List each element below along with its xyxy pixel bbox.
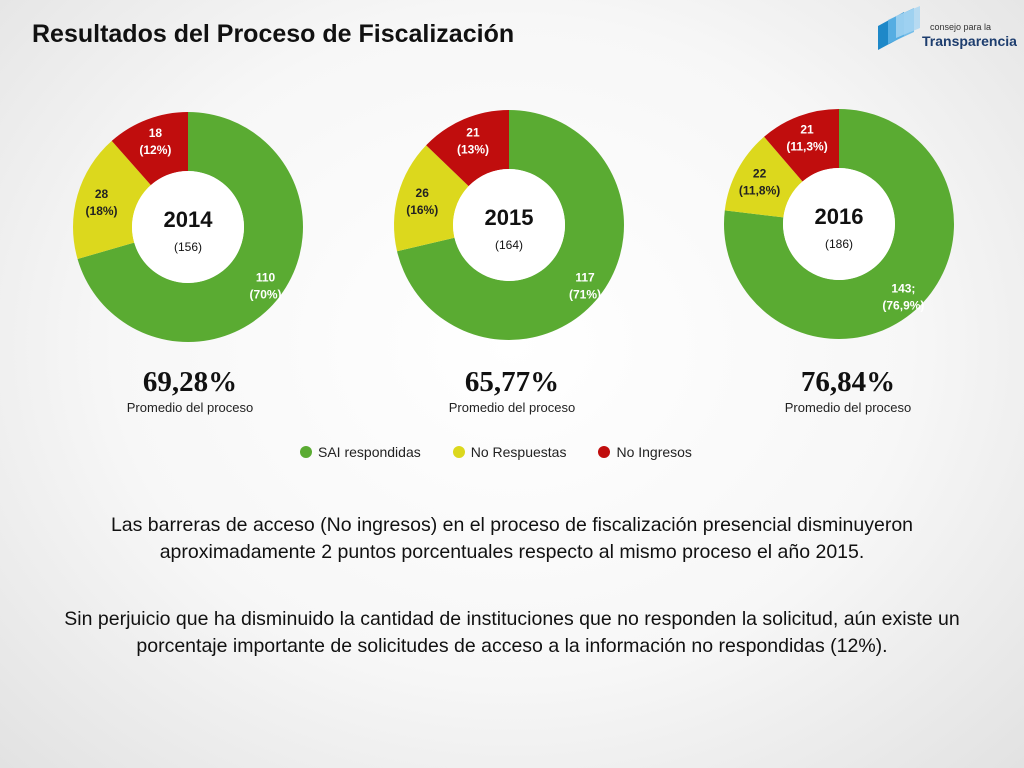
donut-charts: 110 (70%) 28 (18%) 18 (12%) 2014 (156) 117 (71%) 2…: [73, 108, 955, 342]
donut-slice-2016-1: [723, 108, 955, 339]
donut-hole-2014: [132, 171, 244, 283]
slice-label-2014-2: 28 (18%): [86, 187, 118, 218]
slide-title: Resultados del Proceso de Fiscalización: [32, 20, 515, 48]
slice-label-2014-1: 110 (70%): [250, 270, 282, 301]
legend-label: SAI respondidas: [318, 444, 421, 460]
legend-swatch-yellow: [452, 446, 465, 458]
slice-label-2016-2: 22 (11,8%): [739, 167, 780, 198]
average-caption: Promedio del proceso: [126, 400, 254, 415]
donut-slice-2016-3: [764, 108, 839, 182]
slice-label-2016-3: 21 (11,3%): [786, 123, 827, 154]
legend-item-no-ingresos: No Ingresos: [598, 444, 692, 460]
donut-center-total-2016: (186): [825, 237, 853, 251]
donut-hole-2016: [783, 168, 895, 280]
donut-slice-2015-2: [394, 145, 469, 252]
slice-label-2015-2: 26 (16%): [406, 186, 438, 217]
average-2016: 76,84% Promedio del proceso: [748, 366, 948, 415]
logo-name: Transparencia: [922, 33, 1017, 49]
slice-label-2014-3: 18 (12%): [139, 126, 171, 157]
donut-slice-2015-1: [397, 110, 624, 340]
paragraph-sin-perjuicio: Sin perjuicio que ha disminuido la canti…: [64, 608, 960, 657]
average-value: 76,84%: [800, 366, 896, 398]
legend-label: No Ingresos: [616, 444, 692, 460]
chart-legend: SAI respondidas No Respuestas No Ingreso…: [300, 442, 740, 462]
donut-hole-2015: [453, 169, 565, 281]
average-value: 65,77%: [464, 366, 560, 398]
slice-label-2015-1: 117 (71%): [569, 270, 601, 301]
donut-center-year-2014: 2014: [164, 207, 214, 232]
average-value: 69,28%: [142, 366, 238, 398]
legend-swatch-red: [598, 446, 611, 458]
average-caption: Promedio del proceso: [784, 400, 912, 415]
slice-label-2016-1: 143; (76,9%): [882, 282, 924, 313]
logo: consejo para la Transparencia: [874, 6, 1019, 58]
donut-center-total-2015: (164): [495, 238, 523, 252]
average-2014: 69,28% Promedio del proceso: [90, 366, 290, 415]
legend-swatch-green: [300, 446, 312, 458]
logo-subtitle: consejo para la: [930, 22, 992, 32]
donut-slice-2014-3: [111, 112, 188, 186]
legend-item-sai: SAI respondidas: [300, 444, 421, 460]
logo-mark-icon: [878, 6, 920, 50]
slice-label-2015-3: 21 (13%): [457, 125, 489, 156]
paragraph-barreras: Las barreras de acceso (No ingresos) en …: [110, 514, 914, 563]
donut-slice-2015-3: [426, 110, 509, 187]
donut-slice-2014-2: [73, 140, 151, 259]
legend-label: No Respuestas: [470, 444, 567, 460]
donut-slice-2014-1: [77, 112, 303, 342]
donut-center-year-2015: 2015: [485, 205, 534, 230]
average-2015: 65,77% Promedio del proceso: [412, 366, 612, 415]
legend-item-no-respuestas: No Respuestas: [452, 444, 567, 460]
donut-center-year-2016: 2016: [815, 204, 864, 229]
donut-charts-svg: 110 (70%) 28 (18%) 18 (12%) 2014 (156) 117 (71%) 2…: [73, 108, 955, 342]
average-caption: Promedio del proceso: [448, 400, 576, 415]
donut-center-total-2014: (156): [174, 240, 202, 254]
donut-slice-2016-2: [724, 136, 803, 218]
